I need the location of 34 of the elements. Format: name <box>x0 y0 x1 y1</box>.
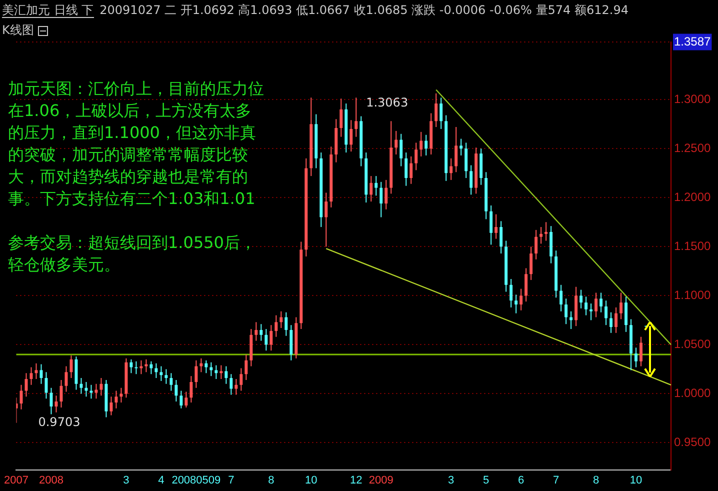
x-tick-label: 3 <box>448 474 454 486</box>
x-tick-label: 4 <box>158 474 164 486</box>
candlestick <box>544 222 548 241</box>
y-tick-label: 1.3000 <box>674 92 712 106</box>
y-tick-label: 1.0500 <box>674 337 712 351</box>
y-tick-label: 1.2500 <box>674 140 712 155</box>
x-tick-label: 12 <box>350 474 362 486</box>
x-tick-label: 8 <box>268 474 274 486</box>
y-tick-label: 1.1000 <box>674 288 712 302</box>
annotation: 0.9703 <box>38 414 80 429</box>
x-tick-label: 7 <box>228 474 234 486</box>
x-tick-label: 8 <box>592 474 600 486</box>
x-tick-label: 20080509 <box>172 474 221 486</box>
y-tick-label: 1.1500 <box>674 238 712 253</box>
x-tick-label: 10 <box>630 474 642 486</box>
x-tick-label: 10 <box>305 474 318 486</box>
y-tick-label: 0.9500 <box>674 435 712 450</box>
x-tick-label: 2008 <box>38 474 64 486</box>
x-tick-label: 7 <box>552 474 560 486</box>
x-tick-label: 3 <box>123 474 130 486</box>
x-tick-label: 6 <box>518 474 524 486</box>
annotation: 加元天图：汇价向上，目前的压力位在1.06，上破以后，上方没有太多的压力，直到1.1000，但这亦非真的突破，加元的调整常常幅度比较大，而对趋势线的穿越也是常有的事。下方支持位有二个1.03和1.01 <box>8 78 264 210</box>
y-tick-label: 1.3587 <box>674 34 712 48</box>
candlestick <box>134 361 138 374</box>
x-tick-label: 2007 <box>4 474 28 486</box>
text: K线图 <box>2 22 34 39</box>
annotation: 参考交易：超短线回到1.0550后，轻仓做多美元。 <box>8 232 257 276</box>
chart-title: 美汇加元 日线 下 <box>2 3 94 18</box>
annotation: 1.3063 <box>366 96 408 110</box>
y-tick-label: 1.2000 <box>674 190 712 204</box>
chart-subtitle: 20091027 二 开1.0692 高1.0693 低1.0667 收1.0685 涨跌 -0.0006 -0.06% 量574 额612.94 <box>100 3 628 17</box>
y-tick-label: 1.0000 <box>674 386 712 400</box>
x-tick-label: 5 <box>483 474 490 486</box>
x-tick-label: 2009 <box>368 474 394 486</box>
